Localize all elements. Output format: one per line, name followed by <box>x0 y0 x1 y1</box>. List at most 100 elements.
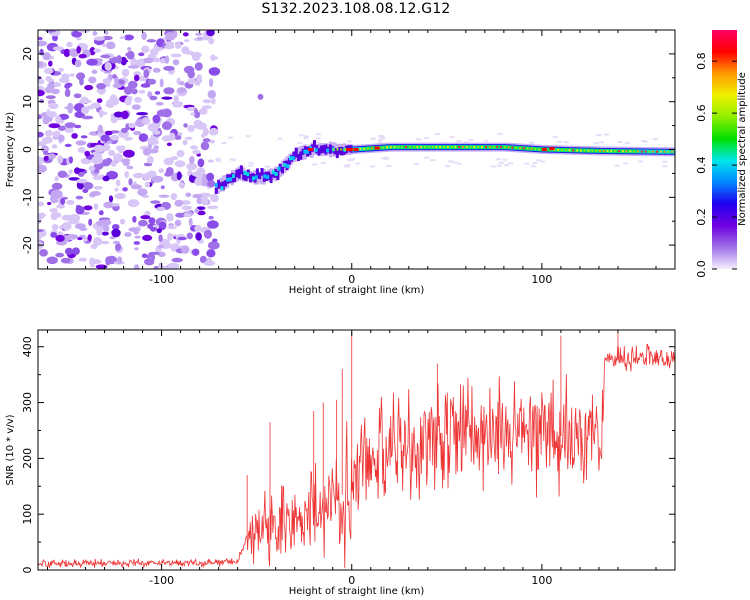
noise-blob <box>202 138 211 143</box>
spectrogram-plot-area <box>38 30 675 269</box>
noise-speck <box>563 141 569 144</box>
signal-peak <box>614 150 617 153</box>
signal-ridge <box>394 145 398 150</box>
signal-peak <box>583 149 586 152</box>
noise-speck <box>557 140 563 143</box>
signal-peak <box>397 146 400 149</box>
signal-ridge <box>286 164 290 168</box>
signal-core <box>340 146 344 156</box>
noise-blob <box>207 205 219 210</box>
noise-blob <box>38 216 42 224</box>
signal-core <box>287 158 291 165</box>
noise-blob <box>210 193 219 203</box>
signal-peak <box>591 149 594 152</box>
noise-blob <box>124 136 133 141</box>
signal-peak <box>386 146 388 149</box>
signal-core <box>299 151 303 160</box>
noise-blob <box>110 160 117 167</box>
noise-blob <box>167 232 173 241</box>
signal-ridge <box>631 149 635 154</box>
noise-speck <box>452 161 458 164</box>
noise-blob <box>166 212 174 222</box>
noise-speck <box>614 164 620 167</box>
signal-ridge <box>283 163 287 167</box>
noise-speck <box>303 137 309 140</box>
noise-blob <box>97 124 104 134</box>
noise-blob <box>81 115 94 120</box>
noise-blob <box>66 200 75 205</box>
noise-speck <box>321 162 326 164</box>
noise-blob <box>138 52 145 57</box>
noise-blob <box>60 197 66 205</box>
signal-peak <box>336 148 339 151</box>
noise-blob <box>202 35 210 41</box>
noise-blob <box>173 95 179 104</box>
noise-speck <box>495 158 501 161</box>
noise-blob <box>38 89 45 97</box>
signal-peak <box>576 149 579 152</box>
noise-speck <box>503 164 509 167</box>
noise-blob <box>38 229 44 233</box>
noise-blob <box>74 124 82 129</box>
noise-blob <box>180 245 190 254</box>
noise-speck <box>653 138 658 141</box>
signal-peak <box>618 150 620 153</box>
noise-blob <box>74 59 82 68</box>
noise-blob <box>78 30 90 33</box>
signal-core <box>242 171 246 180</box>
noise-blob <box>154 91 161 95</box>
signal-peak <box>564 149 567 152</box>
noise-blob <box>176 132 183 137</box>
noise-blob <box>51 182 63 190</box>
signal-ridge <box>274 172 278 176</box>
noise-blob <box>38 131 44 138</box>
noise-blob <box>42 52 51 61</box>
signal-ridge <box>585 148 589 153</box>
noise-blob <box>109 236 116 240</box>
noise-blob <box>182 32 189 37</box>
signal-core <box>324 144 328 155</box>
signal-ridge <box>656 149 660 154</box>
noise-blob <box>127 65 140 69</box>
signal-ridge <box>425 145 429 150</box>
noise-speck <box>596 134 602 137</box>
noise-blob <box>148 148 159 154</box>
noise-blob <box>209 127 219 136</box>
noise-blob <box>50 232 58 238</box>
noise-speck <box>416 138 422 141</box>
noise-blob <box>209 78 214 88</box>
noise-blob <box>102 175 110 182</box>
noise-blob <box>76 178 88 184</box>
noise-blob <box>79 227 88 231</box>
noise-blob <box>163 65 175 71</box>
noise-blob <box>88 165 96 172</box>
signal-peak <box>389 146 392 149</box>
snr-ylabel: SNR (10 * v/v) <box>5 414 16 485</box>
signal-ridge <box>460 145 464 150</box>
noise-blob <box>144 258 155 266</box>
noise-blob <box>203 260 216 266</box>
noise-speck <box>230 158 236 161</box>
signal-peak-max <box>541 148 547 151</box>
noise-blob <box>136 58 146 67</box>
noise-blob <box>206 30 215 37</box>
noise-blob <box>120 127 128 133</box>
signal-core <box>214 187 218 194</box>
noise-blob <box>64 83 71 89</box>
noise-speck <box>378 135 384 137</box>
noise-blob <box>89 47 96 56</box>
signal-peak <box>602 150 605 152</box>
noise-blob <box>83 205 93 211</box>
noise-blob <box>147 155 154 164</box>
noise-blob <box>156 109 169 117</box>
noise-blob <box>143 57 154 64</box>
noise-blob <box>96 98 103 103</box>
noise-blob <box>119 36 126 40</box>
noise-blob <box>93 144 105 153</box>
noise-blob <box>164 55 170 64</box>
noise-speck <box>221 142 227 144</box>
noise-blob <box>174 160 186 168</box>
signal-ridge <box>405 145 409 150</box>
signal-core <box>239 165 243 175</box>
signal-core <box>335 148 339 159</box>
